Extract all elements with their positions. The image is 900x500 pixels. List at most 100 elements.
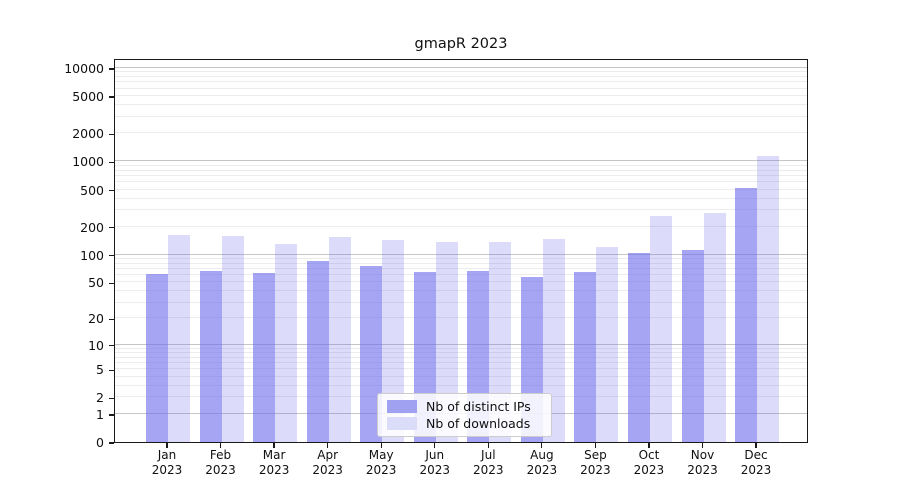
- legend-label-downloads: Nb of downloads: [426, 416, 531, 431]
- x-tick-nov-2023: [701, 443, 704, 448]
- y-tick-label-10000: 10000: [64, 60, 104, 76]
- gridline-90: [115, 257, 807, 259]
- bar-ips-dec-2023: [735, 188, 758, 442]
- bar-ips-oct-2023: [627, 253, 650, 442]
- y-tick-label-5000: 5000: [72, 89, 104, 105]
- gridline-500: [115, 188, 807, 190]
- x-tick-label-feb-2023: Feb 2023: [205, 448, 236, 477]
- bar-downloads-nov-2023: [703, 213, 726, 442]
- chart-title: gmapR 2023: [414, 36, 508, 52]
- legend-row-ips: Nb of distinct IPs: [387, 399, 542, 414]
- gridline-8: [115, 351, 807, 353]
- y-tick-label-10: 10: [88, 337, 104, 353]
- x-tick-mar-2023: [273, 443, 275, 448]
- y-tick-1000: [109, 161, 114, 164]
- bar-ips-jan-2023: [146, 273, 168, 442]
- bar-ips-feb-2023: [199, 271, 222, 442]
- x-tick-sep-2023: [594, 443, 597, 448]
- x-tick-dec-2023: [755, 443, 757, 448]
- bar-ips-may-2023: [360, 266, 383, 442]
- y-tick-2: [109, 397, 114, 400]
- y-tick-0: [109, 442, 114, 444]
- y-tick-label-2000: 2000: [72, 126, 104, 142]
- gridline-8000: [115, 76, 807, 78]
- x-tick-may-2023: [380, 443, 382, 448]
- bar-downloads-feb-2023: [221, 235, 244, 442]
- gridline-9000: [115, 71, 807, 73]
- gridline-6000: [115, 87, 807, 89]
- bar-downloads-dec-2023: [757, 156, 780, 442]
- gridline-300: [115, 209, 807, 211]
- legend: Nb of distinct IPs Nb of downloads: [377, 393, 552, 437]
- y-tick-1: [109, 414, 114, 416]
- y-tick-10: [109, 344, 114, 347]
- gridline-7000: [115, 81, 807, 83]
- y-tick-100: [109, 254, 114, 257]
- gridline-6: [115, 361, 807, 363]
- y-tick-label-2: 2: [96, 390, 104, 406]
- gridline-5: [115, 368, 807, 370]
- x-tick-label-apr-2023: Apr 2023: [312, 448, 343, 477]
- x-tick-oct-2023: [648, 443, 650, 448]
- y-tick-label-20: 20: [88, 311, 104, 327]
- gridline-3000: [115, 115, 807, 117]
- y-tick-5: [109, 369, 114, 371]
- x-tick-feb-2023: [219, 443, 222, 448]
- x-tick-label-dec-2023: Dec 2023: [740, 448, 772, 477]
- bar-downloads-oct-2023: [649, 216, 672, 442]
- legend-row-downloads: Nb of downloads: [387, 416, 542, 431]
- gridline-600: [115, 181, 807, 183]
- x-tick-jan-2023: [166, 443, 168, 448]
- y-tick-10000: [109, 68, 114, 70]
- y-tick-2000: [109, 133, 114, 135]
- bar-downloads-jul-2023: [489, 241, 512, 442]
- gridline-3: [115, 384, 807, 386]
- gridline-1000: [115, 160, 807, 162]
- bar-ips-apr-2023: [306, 261, 329, 442]
- bar-ips-mar-2023: [253, 273, 276, 442]
- y-tick-label-1000: 1000: [72, 154, 104, 170]
- x-tick-label-oct-2023: Oct 2023: [633, 448, 665, 477]
- x-tick-jun-2023: [434, 443, 436, 448]
- gridline-400: [115, 197, 807, 199]
- gridline-700: [115, 174, 807, 176]
- gridline-100: [115, 253, 807, 255]
- y-tick-label-200: 200: [80, 219, 104, 235]
- gridline-4: [115, 375, 807, 377]
- bar-downloads-jun-2023: [435, 241, 458, 442]
- y-tick-label-100: 100: [80, 247, 104, 263]
- gridline-900: [115, 164, 807, 166]
- y-tick-label-50: 50: [88, 275, 104, 291]
- bar-downloads-mar-2023: [275, 244, 298, 442]
- y-tick-label-500: 500: [80, 182, 104, 198]
- y-tick-label-0: 0: [96, 435, 104, 450]
- x-tick-label-jan-2023: Jan 2023: [151, 448, 183, 477]
- x-tick-label-jul-2023: Jul 2023: [473, 448, 504, 477]
- y-tick-label-1: 1: [96, 406, 104, 422]
- gridline-2000: [115, 132, 807, 134]
- gridline-7: [115, 356, 807, 358]
- bar-downloads-aug-2023: [542, 239, 565, 442]
- bar-ips-nov-2023: [681, 250, 704, 442]
- y-tick-label-5: 5: [96, 362, 104, 378]
- y-tick-50: [109, 282, 114, 284]
- gridline-800: [115, 169, 807, 171]
- gridline-4000: [115, 104, 807, 106]
- gridline-80: [115, 262, 807, 264]
- x-tick-label-mar-2023: Mar 2023: [258, 448, 290, 477]
- y-tick-20: [109, 318, 114, 321]
- y-tick-5000: [109, 96, 114, 98]
- x-tick-jul-2023: [487, 443, 489, 448]
- x-tick-label-nov-2023: Nov 2023: [687, 448, 718, 477]
- y-tick-200: [109, 227, 114, 229]
- bar-downloads-may-2023: [382, 239, 405, 442]
- x-tick-label-sep-2023: Sep 2023: [580, 448, 611, 477]
- gridline-50: [115, 281, 807, 283]
- gridline-10000: [115, 67, 807, 68]
- x-tick-label-jun-2023: Jun 2023: [419, 448, 451, 477]
- x-tick-aug-2023: [541, 443, 543, 448]
- legend-label-distinct-ips: Nb of distinct IPs: [426, 399, 531, 414]
- gridline-9: [115, 347, 807, 349]
- legend-swatch-distinct-ips: [387, 400, 417, 413]
